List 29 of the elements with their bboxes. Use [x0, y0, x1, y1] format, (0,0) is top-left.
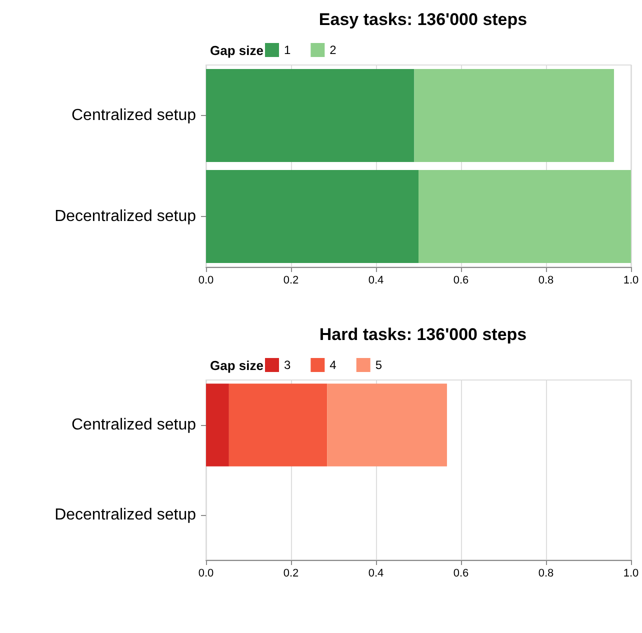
- bar: [414, 69, 614, 162]
- chart-title: Hard tasks: 136'000 steps: [319, 325, 527, 344]
- legend-label: 2: [330, 43, 337, 57]
- x-tick-label: 0.4: [368, 568, 384, 580]
- x-tick-label: 0.2: [283, 274, 299, 286]
- legend-label: 1: [284, 43, 291, 57]
- chart-title: Easy tasks: 136'000 steps: [318, 10, 528, 29]
- x-tick-label: 1.0: [623, 568, 639, 580]
- bar: [206, 69, 414, 162]
- x-tick-label: 0.6: [453, 274, 469, 286]
- x-tick-label: 1.0: [623, 274, 639, 286]
- y-tick-label: Centralized setup: [71, 107, 196, 124]
- x-tick-label: 0.4: [368, 274, 384, 286]
- legend-label: 5: [375, 358, 382, 372]
- y-tick-label: Decentralized setup: [54, 506, 196, 524]
- legend-label: 3: [284, 358, 291, 372]
- x-tick-label: 0.8: [538, 568, 554, 580]
- y-tick-label: Centralized setup: [71, 416, 196, 434]
- x-tick-label: 0.0: [198, 568, 214, 580]
- x-tick-label: 0.0: [198, 274, 214, 286]
- x-tick-label: 0.8: [538, 274, 554, 286]
- x-tick-label: 0.2: [283, 568, 299, 580]
- bar: [206, 170, 418, 263]
- y-tick-label: Decentralized setup: [54, 208, 196, 225]
- legend-label: 4: [330, 358, 337, 372]
- bar: [418, 170, 631, 263]
- legend-title: Gap size: [210, 43, 264, 58]
- legend-title: Gap size: [210, 358, 264, 373]
- x-tick-label: 0.6: [453, 568, 469, 580]
